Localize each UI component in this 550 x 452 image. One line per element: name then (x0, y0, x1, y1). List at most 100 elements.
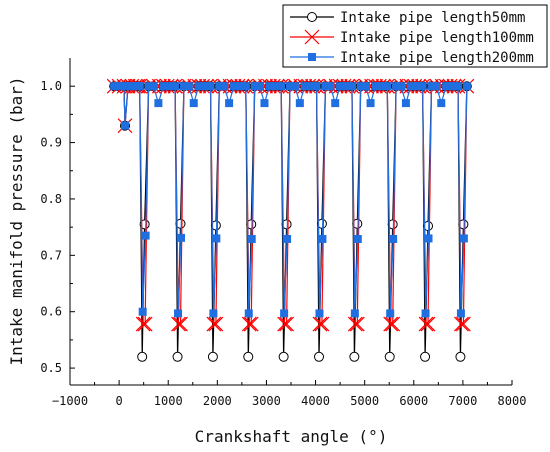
series-3-point (121, 121, 130, 130)
series-1-point (278, 351, 289, 362)
legend-marker (307, 12, 317, 22)
series-3-point (421, 309, 430, 318)
series-1-point (246, 219, 257, 230)
y-axis-label: Intake manifold pressure (bar) (7, 77, 26, 366)
y-tick-label: 1.0 (40, 79, 62, 93)
x-tick-label: 4000 (301, 394, 330, 408)
x-tick-label: 0 (115, 394, 122, 408)
series-2-point (383, 316, 399, 332)
legend: Intake pipe length50mm Intake pipe length… (282, 4, 548, 68)
series-3-point (141, 231, 150, 240)
series-1-point (384, 351, 395, 362)
series-2-point (173, 316, 188, 332)
series-3-point (277, 82, 286, 91)
series-1-point (172, 351, 183, 362)
series-3-point (212, 234, 221, 243)
y-tick-label: 0.5 (40, 361, 62, 375)
series-3-point (283, 234, 292, 243)
x-tick-label: 5000 (350, 394, 379, 408)
series-line-3 (114, 85, 468, 314)
series-3-point (290, 82, 299, 91)
series-3-point (286, 82, 295, 91)
series-3-point (386, 309, 395, 318)
series-1-point (243, 351, 254, 362)
series-3-point (347, 82, 356, 91)
series-3-point (453, 82, 462, 91)
legend-label: Intake pipe length50mm (340, 10, 525, 26)
series-3-point (456, 309, 465, 318)
series-3 (110, 82, 471, 318)
series-2-point (418, 316, 434, 332)
series-3-point (184, 82, 193, 91)
series-3-point (397, 82, 406, 91)
legend-label: Intake pipe length200mm (340, 50, 534, 66)
series-3-point (459, 234, 468, 243)
series-3-point (280, 309, 289, 318)
y-tick-label: 0.7 (40, 248, 62, 262)
series-line-2 (114, 85, 468, 325)
series-3-point (312, 82, 321, 91)
series-2-point (455, 316, 471, 332)
series-3-point (149, 82, 158, 91)
series-3-point (215, 82, 224, 91)
series-3-point (154, 99, 163, 108)
series-2-point (135, 316, 151, 332)
legend-marker (308, 53, 316, 61)
series-2-point (312, 316, 328, 332)
series-1-point (458, 219, 469, 230)
series-1-point (175, 218, 186, 229)
x-tick-label: 1000 (154, 394, 183, 408)
series-3-point (110, 82, 119, 91)
x-tick-label: 7000 (448, 394, 477, 408)
series-3-point (171, 82, 180, 91)
series-2-point (347, 316, 363, 332)
series-3-point (366, 99, 375, 108)
series-3-point (241, 82, 250, 91)
series-3-point (437, 99, 446, 108)
series-2-point (243, 316, 259, 332)
legend-item-2: Intake pipe length100mm (290, 29, 534, 46)
series-3-point (315, 309, 324, 318)
series-3-point (220, 82, 229, 91)
series-2 (106, 78, 475, 332)
series-3-point (331, 99, 340, 108)
legend-label: Intake pipe length100mm (340, 30, 534, 46)
series-2-point (171, 316, 186, 332)
series-3-point (418, 82, 427, 91)
series-2-point (349, 316, 365, 332)
series-2-point (208, 316, 224, 332)
axes-layer (69, 58, 512, 386)
series-2-point (385, 316, 401, 332)
series-3-point (353, 234, 362, 243)
x-axis-label: Crankshaft angle (°) (195, 427, 388, 446)
series-3-point (135, 82, 144, 91)
x-tick-label: 6000 (399, 394, 428, 408)
series-3-point (326, 82, 335, 91)
series-3-point (260, 99, 269, 108)
legend-item-1: Intake pipe length50mm (290, 10, 525, 26)
series-3-point (115, 82, 124, 91)
series-3-point (209, 309, 218, 318)
series-3-point (432, 82, 441, 91)
series-3-point (244, 309, 253, 318)
legend-item-3: Intake pipe length200mm (290, 50, 534, 66)
series-1-point (210, 220, 221, 231)
series-3-point (350, 309, 359, 318)
series-1-point (281, 219, 292, 230)
x-tick-label: 8000 (498, 394, 527, 408)
series-1-point (207, 351, 218, 362)
series-3-point (392, 82, 401, 91)
series-1-point (137, 351, 148, 362)
series-2-point (206, 316, 222, 332)
series-3-point (255, 82, 264, 91)
series-1-point (455, 351, 466, 362)
series-3-point (250, 82, 259, 91)
series-3-point (356, 82, 365, 91)
series-1-point (420, 351, 431, 362)
series-3-point (225, 99, 234, 108)
series-3-point (361, 82, 370, 91)
series-3-point (427, 82, 436, 91)
series-1-point (316, 218, 327, 229)
series-3-point (206, 82, 215, 91)
